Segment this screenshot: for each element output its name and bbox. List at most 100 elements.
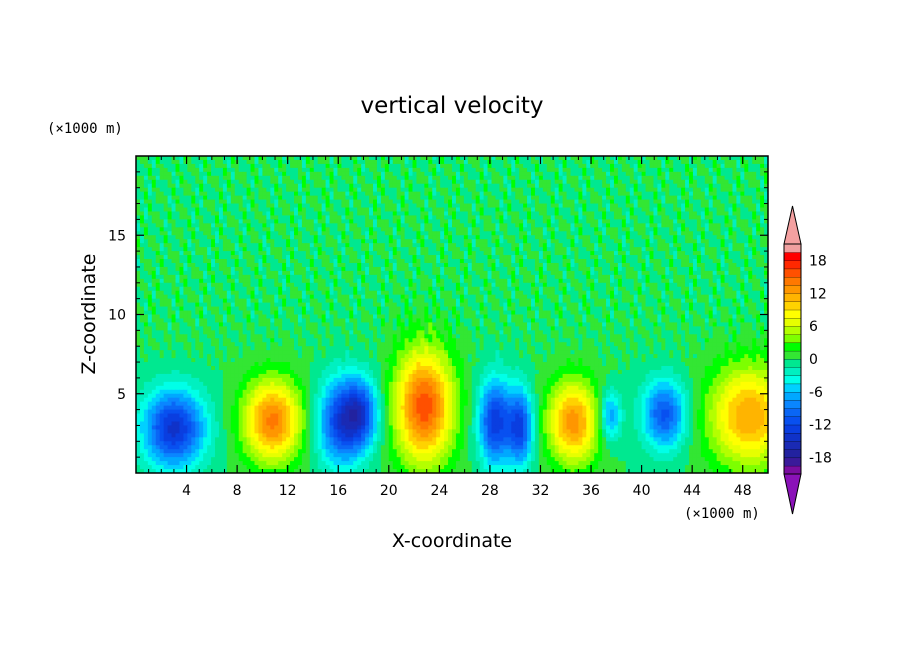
field-cell [645,274,651,280]
field-cell [321,183,327,189]
field-cell [598,262,603,268]
field-cell [542,156,548,161]
field-cell [748,175,753,181]
field-cell [570,195,576,201]
field-cell [369,243,374,248]
field-cell [321,223,327,228]
field-cell [712,175,718,181]
field-cell [724,259,730,264]
field-cell [278,159,283,165]
field-cell [396,203,402,209]
field-cell [325,274,331,280]
field-cell [665,159,670,165]
field-cell [246,243,252,248]
field-cell [369,239,374,244]
field-cell [748,251,753,256]
field-cell [515,266,520,272]
field-cell [380,215,386,220]
field-cell [764,227,768,232]
field-cell [313,262,319,268]
field-cell [645,175,651,181]
field-cell [519,171,524,177]
field-cell [262,199,267,205]
field-cell [483,223,489,228]
field-cell [211,255,216,260]
field-cell [531,251,536,256]
field-cell [254,175,260,181]
field-cell [329,247,335,252]
field-cell [420,247,425,252]
field-cell [507,274,512,280]
field-cell [388,207,394,213]
field-cell [290,266,295,272]
field-cell [222,227,228,232]
field-cell [740,211,745,217]
field-cell [507,156,512,161]
field-cell [531,211,536,217]
field-cell [242,270,248,276]
field-cell [685,270,690,276]
field-cell [523,215,528,220]
field-cell [230,243,236,248]
field-cell [653,231,658,236]
field-cell [700,203,706,209]
field-cell [187,278,192,284]
field-cell [641,251,647,256]
field-cell [179,167,184,173]
field-cell [728,227,734,232]
field-cell [242,159,248,165]
field-cell [689,195,694,201]
field-cell [436,262,441,268]
field-cell [527,219,532,224]
field-cell [262,203,267,209]
field-cell [294,167,299,173]
field-cell [258,235,263,240]
field-cell [242,266,248,272]
field-cell [365,207,370,213]
field-cell [590,266,595,272]
field-cell [685,259,690,264]
field-cell [590,159,595,165]
field-cell [487,163,493,169]
field-cell [661,262,666,268]
field-cell [550,163,556,169]
field-cell [424,274,429,280]
field-cell [613,171,619,177]
field-cell [171,191,177,197]
field-cell [534,199,540,205]
field-cell [669,251,674,256]
field-cell [653,183,658,189]
field-cell [345,239,350,244]
field-cell [578,187,583,193]
field-cell [704,262,710,268]
field-cell [270,175,275,181]
field-cell [278,247,283,252]
field-cell [503,156,508,161]
field-cell [155,259,161,264]
field-cell [376,247,382,252]
field-cell [467,223,473,228]
field-cell [602,156,607,161]
field-cell [566,223,572,228]
field-cell [744,215,749,220]
field-cell [420,211,425,217]
field-cell [463,223,469,228]
field-cell [369,274,374,280]
field-cell [455,183,461,189]
field-cell [250,243,256,248]
field-cell [400,163,406,169]
field-cell [499,171,504,177]
field-cell [270,266,275,272]
field-cell [657,171,662,177]
field-cell [570,255,576,260]
field-cell [349,266,354,272]
field-cell [266,156,271,161]
field-cell [542,191,548,197]
field-cell [136,247,141,252]
field-cell [234,259,240,264]
field-cell [586,270,591,276]
field-cell [606,183,611,189]
field-cell [155,195,161,201]
field-cell [554,203,560,209]
field-cell [661,167,666,173]
